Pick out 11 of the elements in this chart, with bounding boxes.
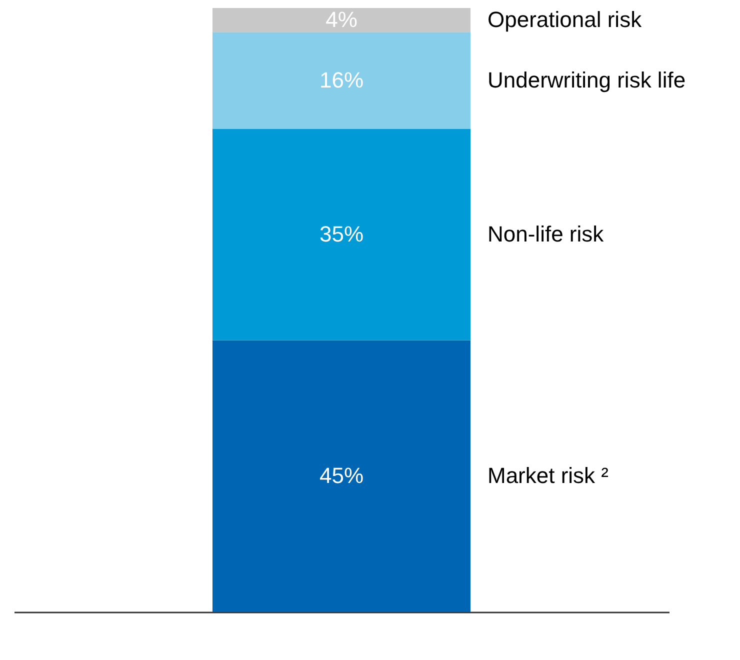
data-label: 45% xyxy=(319,463,364,488)
bar xyxy=(212,340,470,612)
series-label: Market risk ² xyxy=(488,463,608,488)
series-label: Operational risk xyxy=(488,7,643,32)
data-label: 35% xyxy=(319,222,364,246)
series-label: Non-life risk xyxy=(488,222,605,246)
bar xyxy=(212,32,470,129)
data-label: 16% xyxy=(319,67,364,92)
bar xyxy=(212,8,470,32)
series-label: Underwriting risk life xyxy=(488,67,686,92)
bar xyxy=(212,128,470,340)
